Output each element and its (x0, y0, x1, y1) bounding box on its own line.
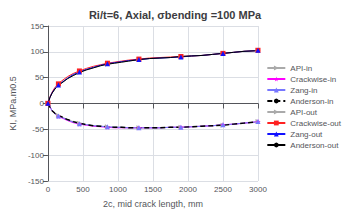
svg-text:500: 500 (76, 185, 90, 194)
svg-text:2500: 2500 (214, 185, 232, 194)
svg-text:150: 150 (31, 22, 45, 31)
svg-text:API-out: API-out (290, 108, 317, 117)
svg-text:1500: 1500 (144, 185, 162, 194)
svg-text:-150: -150 (28, 177, 45, 186)
svg-text:KI, MPa.m0.5: KI, MPa.m0.5 (8, 76, 18, 131)
svg-text:1000: 1000 (109, 185, 127, 194)
svg-text:2000: 2000 (179, 185, 197, 194)
svg-text:Crackwise-in: Crackwise-in (290, 75, 336, 84)
svg-text:Zang-in: Zang-in (290, 86, 317, 95)
svg-text:0: 0 (46, 185, 51, 194)
svg-text:Anderson-out: Anderson-out (290, 141, 339, 150)
svg-text:Ri/t=6, Axial, σbending =100 M: Ri/t=6, Axial, σbending =100 MPa (89, 9, 262, 21)
svg-text:-50: -50 (32, 125, 44, 134)
svg-text:2c, mid crack length, mm: 2c, mid crack length, mm (103, 199, 203, 209)
svg-text:API-in: API-in (290, 64, 312, 73)
svg-text:100: 100 (31, 47, 45, 56)
svg-text:50: 50 (35, 73, 44, 82)
svg-text:0: 0 (39, 99, 44, 108)
svg-text:Crackwise-out: Crackwise-out (290, 119, 341, 128)
svg-text:-100: -100 (28, 151, 45, 160)
svg-text:Zang-out: Zang-out (290, 130, 323, 139)
svg-text:Anderson-in: Anderson-in (290, 97, 333, 106)
svg-text:3000: 3000 (249, 185, 267, 194)
